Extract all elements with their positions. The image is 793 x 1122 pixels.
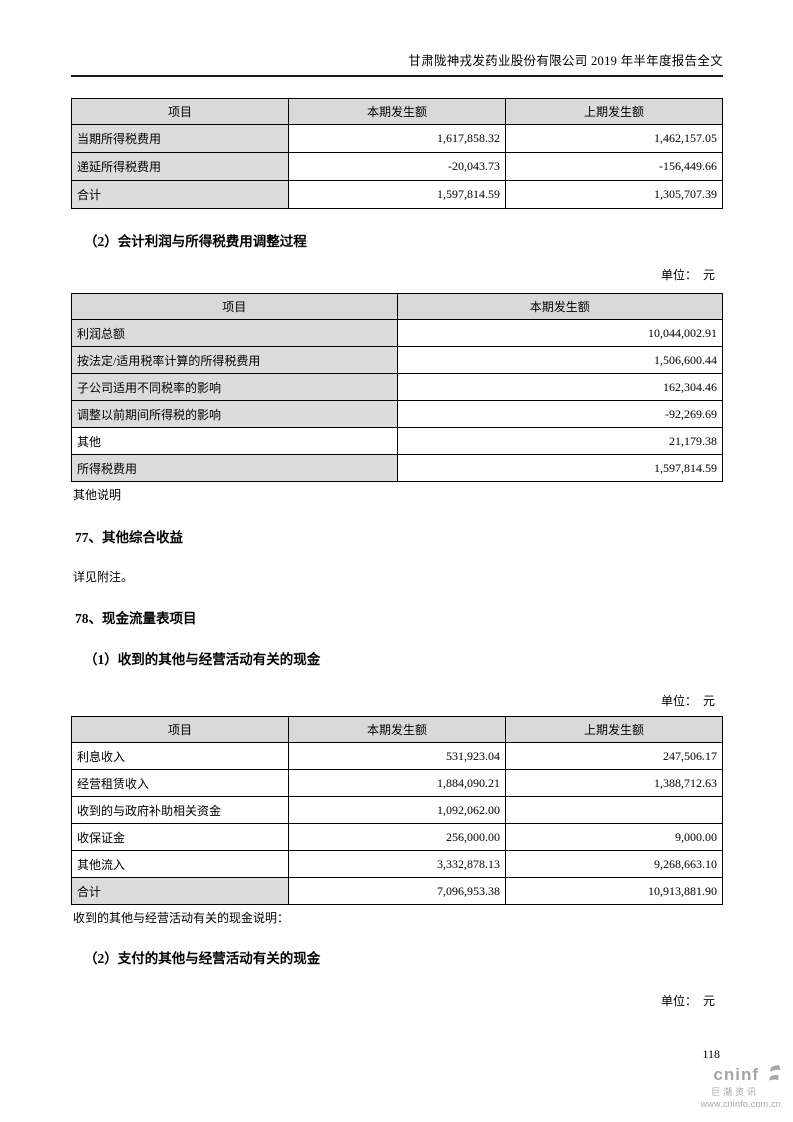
unit-label: 单位： 元 (660, 268, 715, 282)
row-label-cell: 按法定/适用税率计算的所得税费用 (71, 346, 398, 374)
row-label-cell: 所得税费用 (71, 454, 398, 482)
row-label-cell: 子公司适用不同税率的影响 (71, 373, 398, 401)
value-cell: 1,462,157.05 (505, 124, 723, 153)
value-cell: 247,506.17 (505, 742, 723, 770)
row-label-cell: 其他流入 (71, 850, 289, 878)
page-number: 118 (702, 1047, 720, 1061)
row-label-cell: 调整以前期间所得税的影响 (71, 400, 398, 428)
value-cell: 531,923.04 (288, 742, 506, 770)
table-row: 所得税费用 1,597,814.59 (71, 454, 723, 482)
table-row: 当期所得税费用 1,617,858.32 1,462,157.05 (71, 124, 723, 153)
column-header: 项目 (71, 716, 289, 743)
row-label-cell: 当期所得税费用 (71, 124, 289, 153)
value-cell: 162,304.46 (396, 373, 723, 401)
value-cell: 1,597,814.59 (396, 454, 723, 482)
value-cell: 1,506,600.44 (396, 346, 723, 374)
row-label-cell: 经营租赁收入 (71, 769, 289, 797)
value-cell: 1,388,712.63 (505, 769, 723, 797)
table-row: 利息收入 531,923.04 247,506.17 (71, 742, 723, 770)
table-row: 子公司适用不同税率的影响 162,304.46 (71, 373, 723, 401)
table-row: 收到的与政府补助相关资金 1,092,062.00 (71, 796, 723, 824)
value-cell: 21,179.38 (396, 427, 723, 455)
value-cell: 1,884,090.21 (288, 769, 506, 797)
value-cell: 9,268,663.10 (505, 850, 723, 878)
unit-label: 单位： 元 (660, 994, 715, 1008)
column-header: 本期发生额 (396, 293, 723, 320)
value-cell: 256,000.00 (288, 823, 506, 851)
cninfo-logo-brand: cninf (713, 1064, 759, 1084)
value-cell: 1,305,707.39 (505, 180, 723, 209)
cninfo-logo: cninf 巨潮资讯 www.cninfo.com.cn (701, 1063, 781, 1110)
value-cell: -156,449.66 (505, 152, 723, 181)
table-header-row: 项目 本期发生额 (71, 293, 723, 320)
row-label-cell: 其他 (71, 427, 398, 455)
subsection-heading-cash-paid: （2）支付的其他与经营活动有关的现金 (84, 951, 321, 966)
cninfo-logo-icon (761, 1063, 781, 1088)
row-label-cell: 合计 (71, 877, 289, 905)
column-header: 上期发生额 (505, 98, 723, 125)
row-label-cell: 递延所得税费用 (71, 152, 289, 181)
section-heading-adjustment: （2）会计利润与所得税费用调整过程 (84, 234, 307, 249)
table-row: 经营租赁收入 1,884,090.21 1,388,712.63 (71, 769, 723, 797)
column-header: 项目 (71, 98, 289, 125)
table-row: 递延所得税费用 -20,043.73 -156,449.66 (71, 152, 723, 181)
report-header-title: 甘肃陇神戎发药业股份有限公司 2019 年半年度报告全文 (408, 54, 723, 68)
cninfo-logo-name-cn: 巨潮资讯 (710, 1087, 759, 1098)
table-row: 合计 1,597,814.59 1,305,707.39 (71, 180, 723, 209)
row-label-cell: 收保证金 (71, 823, 289, 851)
table-row: 调整以前期间所得税的影响 -92,269.69 (71, 400, 723, 428)
value-cell: 10,044,002.91 (396, 319, 723, 347)
value-cell (505, 796, 723, 824)
row-label-cell: 合计 (71, 180, 289, 209)
table-row: 利润总额 10,044,002.91 (71, 319, 723, 347)
unit-label: 单位： 元 (660, 694, 715, 708)
table-header-row: 项目 本期发生额 上期发生额 (71, 716, 723, 743)
section-body-text: 详见附注。 (73, 570, 134, 584)
row-label-cell: 利润总额 (71, 319, 398, 347)
value-cell: 7,096,953.38 (288, 877, 506, 905)
header-divider (71, 75, 723, 77)
value-cell: -20,043.73 (288, 152, 506, 181)
value-cell: 10,913,881.90 (505, 877, 723, 905)
value-cell: 3,332,878.13 (288, 850, 506, 878)
subsection-heading-cash-received: （1）收到的其他与经营活动有关的现金 (84, 652, 321, 667)
value-cell: 1,597,814.59 (288, 180, 506, 209)
table-row: 其他流入 3,332,878.13 9,268,663.10 (71, 850, 723, 878)
row-label-cell: 收到的与政府补助相关资金 (71, 796, 289, 824)
value-cell: 1,617,858.32 (288, 124, 506, 153)
table-row: 其他 21,179.38 (71, 427, 723, 455)
row-label-cell: 利息收入 (71, 742, 289, 770)
value-cell: 9,000.00 (505, 823, 723, 851)
table-row: 按法定/适用税率计算的所得税费用 1,506,600.44 (71, 346, 723, 374)
page-content: 甘肃陇神戎发药业股份有限公司 2019 年半年度报告全文 项目 本期发生额 上期… (71, 0, 723, 1062)
table-footnote: 其他说明 (73, 488, 122, 502)
profit-tax-adjustment-table: 项目 本期发生额 利润总额 10,044,002.91 按法定/适用税率计算的所… (71, 293, 723, 482)
table-row: 收保证金 256,000.00 9,000.00 (71, 823, 723, 851)
column-header: 上期发生额 (505, 716, 723, 743)
value-cell: -92,269.69 (396, 400, 723, 428)
value-cell: 1,092,062.00 (288, 796, 506, 824)
column-header: 项目 (71, 293, 398, 320)
table-row: 合计 7,096,953.38 10,913,881.90 (71, 877, 723, 905)
cninfo-logo-website: www.cninfo.com.cn (700, 1099, 781, 1110)
income-tax-expense-table: 项目 本期发生额 上期发生额 当期所得税费用 1,617,858.32 1,46… (71, 98, 723, 209)
section-heading-cash-flow-items: 78、现金流量表项目 (75, 611, 197, 626)
table-footnote: 收到的其他与经营活动有关的现金说明： (73, 911, 290, 925)
table-header-row: 项目 本期发生额 上期发生额 (71, 98, 723, 125)
column-header: 本期发生额 (288, 716, 506, 743)
cash-received-table: 项目 本期发生额 上期发生额 利息收入 531,923.04 247,506.1… (71, 716, 723, 905)
section-heading-other-comprehensive-income: 77、其他综合收益 (75, 530, 183, 545)
column-header: 本期发生额 (288, 98, 506, 125)
